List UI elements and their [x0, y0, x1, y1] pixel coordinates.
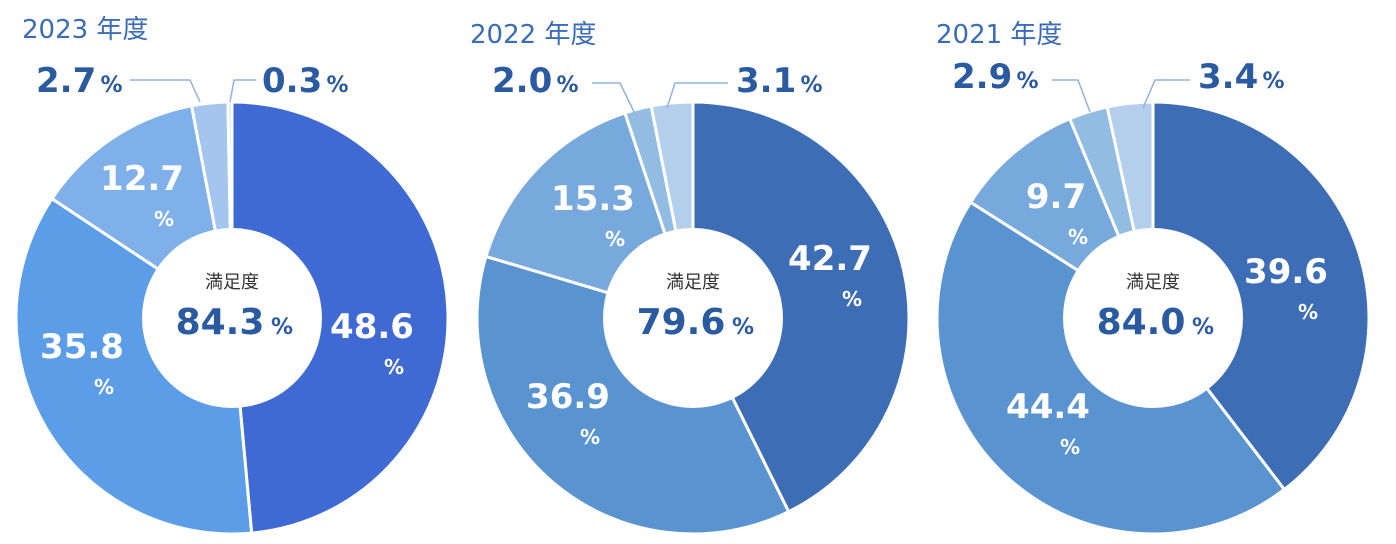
donut-hole	[142, 228, 322, 408]
data-label: 9.7	[1026, 177, 1086, 217]
leader-line	[229, 79, 256, 103]
data-label-unit: %	[154, 207, 174, 231]
center-value: 79.6	[637, 302, 726, 343]
data-label-unit: %	[1263, 69, 1285, 94]
data-label-unit: %	[580, 425, 600, 449]
data-label-unit: %	[557, 73, 579, 98]
data-label: 2.7	[36, 61, 96, 101]
data-label-unit: %	[1060, 435, 1080, 459]
data-label: 2.0	[492, 61, 552, 101]
center-caption: 満足度	[1126, 272, 1180, 293]
data-label: 3.4	[1198, 57, 1258, 97]
donut-hole	[603, 228, 783, 408]
data-label: 2.9	[952, 57, 1012, 97]
center-caption: 満足度	[205, 272, 259, 293]
chart-title: 2023 年度	[22, 15, 148, 45]
leader-line	[1052, 79, 1091, 113]
chart-title: 2021 年度	[936, 20, 1062, 50]
data-label-unit: %	[1017, 69, 1039, 94]
leader-line	[1142, 79, 1190, 109]
pie-slice	[230, 100, 450, 535]
center-unit: %	[271, 315, 293, 340]
chart-title: 2022 年度	[470, 20, 596, 50]
data-label: 0.3	[262, 61, 322, 101]
pie-slice	[1151, 100, 1371, 492]
data-label: 12.7	[100, 159, 184, 199]
center-unit: %	[732, 315, 754, 340]
data-label-unit: %	[1068, 225, 1088, 249]
center-caption: 満足度	[666, 272, 720, 293]
leader-line	[666, 82, 728, 109]
donut-hole	[1063, 228, 1243, 408]
data-label: 36.9	[526, 377, 610, 417]
data-label-unit: %	[327, 73, 349, 98]
leader-line	[130, 79, 201, 103]
center-value: 84.3	[176, 302, 265, 343]
data-label-unit: %	[94, 375, 114, 399]
data-label-unit: %	[842, 287, 862, 311]
leader-line	[592, 82, 637, 117]
data-label: 15.3	[551, 179, 635, 219]
data-label: 35.8	[40, 327, 124, 367]
data-label-unit: %	[605, 227, 625, 251]
pie-slice	[14, 196, 254, 536]
data-label: 44.4	[1006, 387, 1090, 427]
data-label: 39.6	[1244, 252, 1328, 292]
pie-slice	[475, 254, 791, 536]
center-value: 84.0	[1097, 302, 1186, 343]
data-label-unit: %	[101, 73, 123, 98]
data-label-unit: %	[801, 73, 823, 98]
center-unit: %	[1192, 315, 1214, 340]
data-label-unit: %	[1298, 300, 1318, 324]
data-label: 48.6	[330, 307, 414, 347]
data-label-unit: %	[384, 355, 404, 379]
pie-slice	[691, 100, 911, 514]
data-label: 42.7	[788, 239, 872, 279]
data-label: 3.1	[736, 61, 796, 101]
